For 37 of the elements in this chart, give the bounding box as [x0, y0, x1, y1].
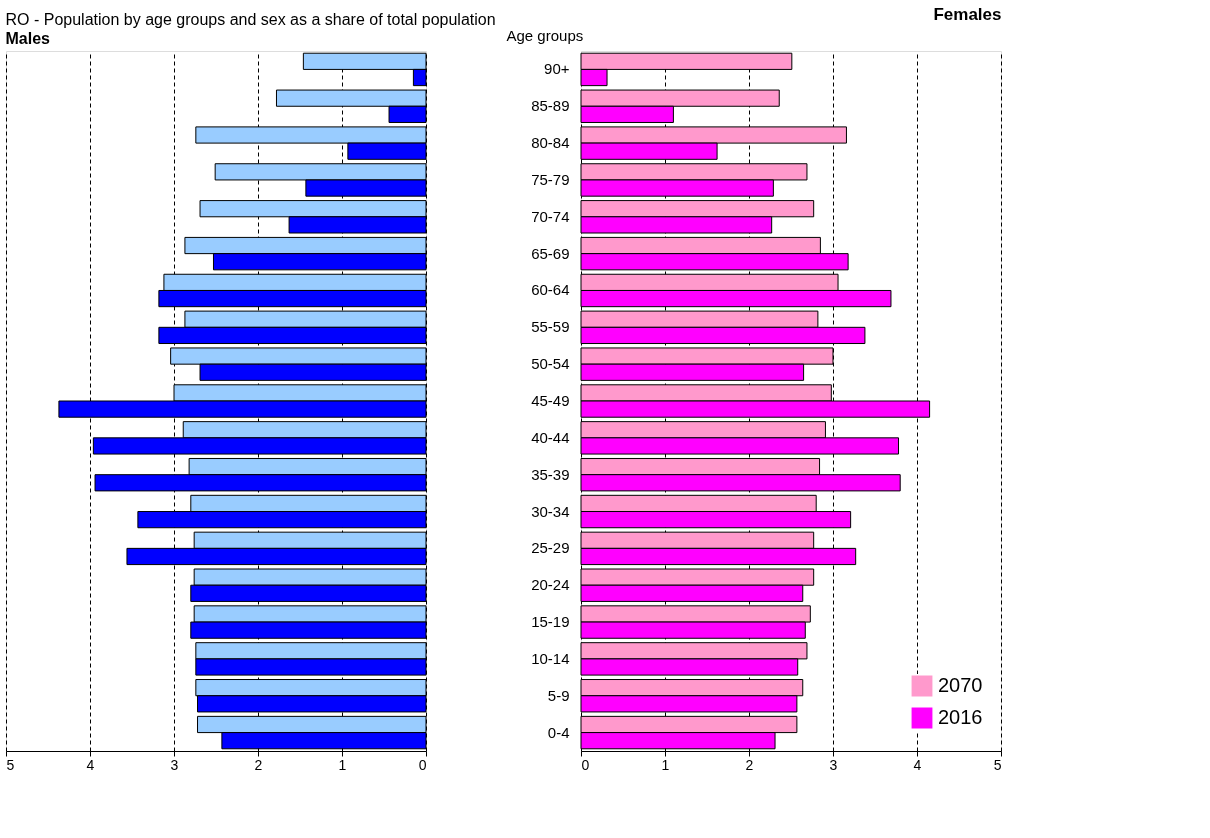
y-tick-label: 30-34: [531, 502, 570, 520]
legend-label: 2070: [938, 674, 983, 696]
y-tick-label: 5-9: [547, 686, 570, 704]
y-tick-label: 0-4: [547, 723, 570, 741]
x-tick-label: 2: [254, 756, 263, 773]
x-tick-label: 1: [338, 756, 347, 773]
y-tick-label: 10-14: [531, 649, 570, 667]
y-tick-label: 70-74: [531, 207, 570, 225]
y-tick-label: 60-64: [531, 281, 570, 299]
y-tick-label: 20-24: [531, 576, 570, 594]
x-tick-label: 4: [86, 756, 95, 773]
chart-title: RO - Population by age groups and sex as a share of total population: [5, 11, 496, 28]
x-tick-label: 3: [170, 756, 179, 773]
x-tick-label: 0: [581, 756, 590, 773]
y-tick-label: 40-44: [531, 428, 570, 446]
x-tick-label: 1: [661, 756, 670, 773]
x-tick-label: 2: [745, 756, 754, 773]
chart-title: Females: [933, 5, 1002, 24]
y-tick-label: 35-39: [531, 465, 570, 483]
y-tick-label: 55-59: [531, 318, 570, 336]
y-tick-label: 50-54: [531, 355, 570, 373]
y-tick-label: 85-89: [531, 97, 570, 115]
y-axis-title: Age groups: [506, 26, 584, 44]
x-tick-label: 5: [993, 756, 1002, 773]
x-tick-label: 0: [418, 756, 427, 773]
y-tick-label: 90+: [544, 60, 570, 78]
y-tick-label: 15-19: [531, 613, 570, 631]
x-tick-label: 4: [913, 756, 922, 773]
y-tick-label: 25-29: [531, 539, 570, 557]
y-tick-label: 75-79: [531, 170, 570, 188]
y-tick-label: 65-69: [531, 244, 570, 262]
y-tick-label: 80-84: [531, 134, 570, 152]
chart-subtitle: Males: [5, 30, 51, 47]
legend-label: 2016: [938, 706, 983, 728]
y-tick-label: 45-49: [531, 392, 570, 409]
x-tick-label: 3: [829, 756, 838, 773]
x-tick-label: 5: [6, 756, 15, 773]
